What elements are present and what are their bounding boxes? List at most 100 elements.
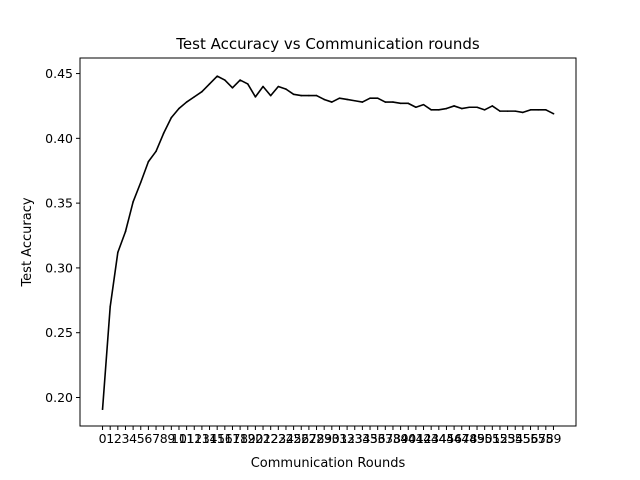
- x-tick-label: 2: [114, 431, 122, 446]
- data-point: [132, 201, 134, 203]
- x-tick-label: 36: [370, 431, 386, 446]
- x-tick-label: 12: [186, 431, 202, 446]
- x-tick-label: 59: [546, 431, 562, 446]
- x-tick-label: 29: [316, 431, 332, 446]
- x-tick-label: 38: [385, 431, 401, 446]
- x-tick-label: 19: [240, 431, 256, 446]
- data-point: [522, 111, 524, 114]
- x-tick-label: 42: [416, 431, 432, 446]
- data-point: [537, 109, 539, 111]
- x-tick-label: 14: [202, 431, 218, 446]
- x-tick-label: 45: [439, 431, 455, 446]
- data-point: [545, 109, 547, 111]
- x-tick-label: 26: [293, 431, 309, 446]
- data-point: [239, 79, 241, 81]
- data-point: [499, 110, 501, 112]
- x-tick-label: 47: [454, 431, 470, 446]
- x-tick-label: 28: [309, 431, 325, 446]
- x-tick-label: 48: [461, 431, 477, 446]
- y-axis-ticks: 0.20 0.25 0.30 0.35 0.40 0.45: [45, 66, 80, 405]
- y-tick-label: 0.40: [45, 131, 73, 146]
- data-point: [246, 83, 249, 85]
- y-tick-label: 0.30: [45, 260, 73, 275]
- x-tick-label: 4: [129, 431, 137, 446]
- data-point: [170, 116, 173, 119]
- data-point: [208, 83, 211, 85]
- x-tick-label: 37: [377, 431, 393, 446]
- x-tick-label: 20: [247, 431, 263, 446]
- x-tick-label: 52: [492, 431, 508, 446]
- data-point: [185, 101, 188, 103]
- data-point: [491, 105, 494, 107]
- data-point: [254, 96, 257, 98]
- data-point: [231, 87, 234, 89]
- x-tick-label: 50: [477, 431, 493, 446]
- x-tick-label: 44: [431, 431, 447, 446]
- x-tick-label: 9: [167, 431, 175, 446]
- data-point: [422, 103, 425, 106]
- data-point: [155, 150, 157, 153]
- x-tick-label: 25: [286, 431, 302, 446]
- data-point: [201, 90, 203, 93]
- data-point: [361, 101, 364, 103]
- data-point: [514, 110, 517, 112]
- chart-title: Test Accuracy vs Communication rounds: [175, 35, 480, 53]
- x-tick-label: 5: [137, 431, 145, 446]
- data-point: [262, 85, 264, 88]
- x-tick-label: 34: [354, 431, 370, 446]
- x-tick-label: 6: [144, 431, 152, 446]
- data-point: [109, 305, 111, 308]
- data-point: [193, 96, 196, 98]
- x-tick-label: 30: [324, 431, 340, 446]
- x-tick-label: 22: [263, 431, 279, 446]
- data-point: [529, 109, 532, 111]
- data-point: [407, 102, 410, 105]
- data-point: [315, 94, 318, 97]
- data-point: [445, 107, 448, 110]
- y-tick-label: 0.25: [45, 325, 73, 340]
- x-tick-label: 31: [332, 431, 348, 446]
- x-tick-label: 8: [160, 431, 168, 446]
- data-point: [162, 132, 165, 134]
- x-axis-label: Communication Rounds: [251, 456, 406, 471]
- x-tick-label: 56: [523, 431, 539, 446]
- data-point: [468, 106, 471, 109]
- data-point: [117, 251, 119, 254]
- x-tick-label: 39: [393, 431, 409, 446]
- x-tick-label: 53: [500, 431, 516, 446]
- x-tick-label: 57: [530, 431, 546, 446]
- data-point: [353, 99, 356, 102]
- x-tick-label: 1: [106, 431, 114, 446]
- x-tick-label: 27: [301, 431, 317, 446]
- data-point: [331, 101, 333, 103]
- data-point: [476, 106, 478, 109]
- x-tick-label: 54: [507, 431, 523, 446]
- y-tick-label: 0.20: [45, 390, 73, 405]
- x-tick-label: 10: [171, 431, 187, 446]
- data-point: [285, 88, 287, 90]
- x-tick-label: 58: [538, 431, 554, 446]
- data-point: [124, 230, 127, 233]
- x-tick-label: 13: [194, 431, 210, 446]
- plot-series-group: [101, 75, 555, 410]
- data-point: [338, 97, 341, 99]
- x-tick-label: 33: [347, 431, 363, 446]
- x-tick-label: 16: [217, 431, 233, 446]
- x-axis-ticks: 0 1 2 3 4 5 6 7 8 9101112131415161718192021222324…: [99, 426, 562, 446]
- x-tick-label: 32: [339, 431, 355, 446]
- data-point: [384, 101, 387, 103]
- x-tick-label: 49: [469, 431, 485, 446]
- y-tick-label: 0.45: [45, 66, 73, 81]
- x-tick-label: 40: [400, 431, 416, 446]
- x-tick-label: 18: [232, 431, 248, 446]
- data-point: [300, 94, 303, 97]
- data-point: [506, 110, 509, 112]
- data-point: [224, 79, 226, 81]
- data-point: [415, 106, 417, 109]
- x-tick-label: 15: [209, 431, 225, 446]
- data-point: [269, 94, 272, 97]
- data-point: [178, 107, 180, 110]
- x-tick-label: 35: [362, 431, 378, 446]
